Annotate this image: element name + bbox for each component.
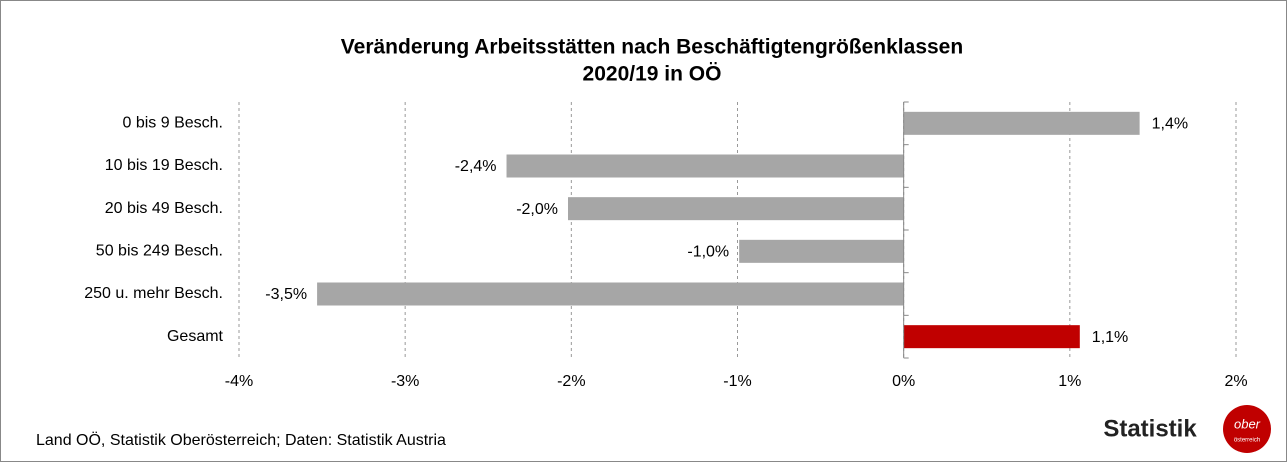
chart-title: 2020/19 in OÖ <box>583 63 722 86</box>
logo-badge-text: ober <box>1234 416 1261 431</box>
bar <box>506 154 904 178</box>
x-tick-label: 1% <box>1058 373 1081 390</box>
x-tick-label: -3% <box>391 373 419 390</box>
logo-badge-text: österreich <box>1234 438 1260 444</box>
x-tick-label: 2% <box>1224 373 1247 390</box>
bar <box>903 325 1080 349</box>
value-label: -2,4% <box>455 158 497 175</box>
y-tick-label: 50 bis 249 Besch. <box>96 243 223 260</box>
x-tick-label: -2% <box>557 373 585 390</box>
x-tick-label: 0% <box>892 373 915 390</box>
value-label: -1,0% <box>687 244 729 261</box>
value-label: 1,1% <box>1092 329 1128 346</box>
y-tick-label: 20 bis 49 Besch. <box>105 200 223 217</box>
y-tick-label: 10 bis 19 Besch. <box>105 157 223 174</box>
y-tick-label: 250 u. mehr Besch. <box>84 285 223 302</box>
bar <box>739 239 904 263</box>
value-label: 1,4% <box>1152 116 1188 133</box>
bar <box>317 282 904 306</box>
y-tick-label: 0 bis 9 Besch. <box>123 115 224 132</box>
logo-text: Statistik <box>1103 415 1197 442</box>
x-tick-label: -4% <box>225 373 253 390</box>
bar <box>903 111 1140 135</box>
chart-title: Veränderung Arbeitsstätten nach Beschäft… <box>341 36 963 59</box>
value-label: -2,0% <box>516 201 558 218</box>
source: Land OÖ, Statistik Oberösterreich; Daten… <box>36 431 446 449</box>
y-tick-label: Gesamt <box>167 328 224 345</box>
bar <box>568 197 904 221</box>
value-label: -3,5% <box>265 286 307 303</box>
logo-badge <box>1223 405 1271 453</box>
x-tick-label: -1% <box>723 373 751 390</box>
